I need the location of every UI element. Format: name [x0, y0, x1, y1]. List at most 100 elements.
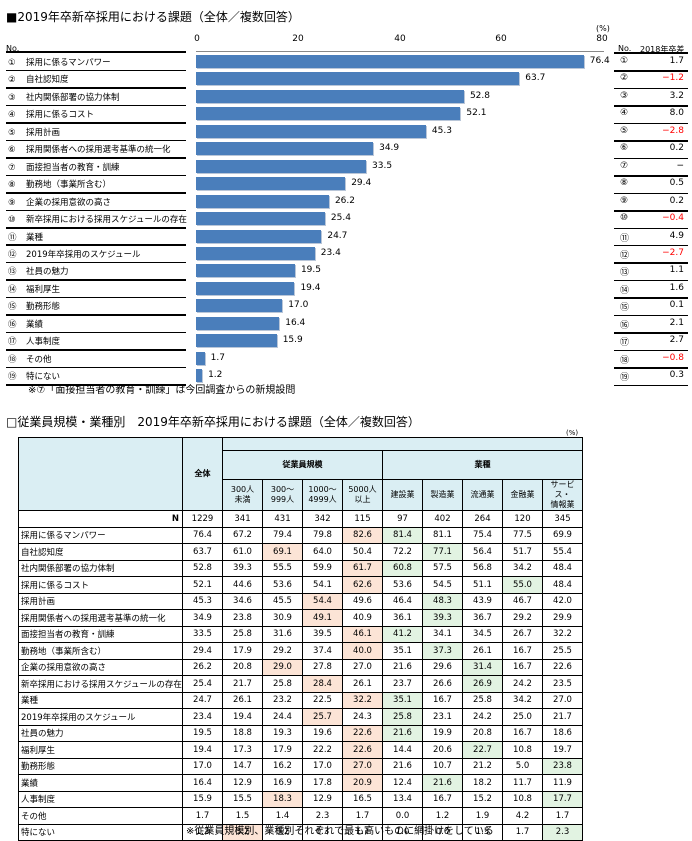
cell-value: 26.1	[462, 642, 503, 660]
row-text: 社内関係部署の協力体制	[26, 92, 120, 103]
n-value: 341	[222, 510, 263, 528]
row-rule	[6, 192, 186, 194]
row-rule	[6, 209, 186, 212]
row-rule	[6, 296, 186, 299]
x-tick: 0	[194, 34, 200, 44]
row-number: ⑤	[8, 127, 16, 138]
cell-value: 53.6	[382, 576, 423, 594]
header-band	[222, 437, 583, 451]
cell-value: 56.8	[462, 559, 503, 577]
table-row: 自社認知度 63.7 61.0 69.1 64.0 50.4 72.2 77.1 56.4 51.…	[18, 543, 583, 561]
row-number: ⑫	[8, 249, 17, 260]
sub-header: 300人 未満	[222, 479, 263, 511]
diff-header-rule	[614, 52, 688, 54]
sub-header: 300〜 999人	[262, 479, 303, 511]
bar-value: 15.9	[282, 335, 303, 346]
row-text: 採用に係るマンパワー	[26, 58, 111, 68]
row-text: 2019年卒採用のスケジュール	[26, 249, 141, 260]
row-text: 勤務形態	[26, 302, 61, 313]
table-row: 2019年卒採用のスケジュール 23.4 19.4 24.4 25.7 24.3 25.8 2…	[18, 708, 583, 726]
cell-value: 25.4	[182, 675, 223, 693]
row-label: ⑩ 新卒採用における採用スケジュールの存在	[8, 213, 188, 225]
cell-value: 20.9	[342, 774, 383, 792]
x-tick: 60	[495, 34, 507, 44]
row-label: ⑲ 特にない	[8, 370, 188, 382]
row-rule	[6, 279, 186, 281]
diff-value: 0.1	[669, 300, 684, 311]
n-value: 115	[342, 510, 383, 528]
header-total: 全体	[182, 437, 223, 511]
cell-value: 77.1	[422, 543, 463, 561]
cell-value: 24.7	[182, 691, 223, 709]
cell-value: 51.7	[502, 543, 543, 561]
cell-value: 77.5	[502, 526, 543, 544]
row-rule	[6, 174, 186, 177]
cell-value: 46.4	[382, 592, 423, 610]
sub-header: 建設業	[382, 479, 423, 511]
cell-value: 18.2	[462, 774, 503, 792]
row-rule	[6, 314, 186, 316]
table-row: 勤務地（事業所含む） 29.4 17.9 29.2 37.4 40.0 35.1 37.3 26…	[18, 642, 583, 660]
bar-value: 1.7	[210, 352, 225, 363]
bar	[196, 159, 366, 173]
cell-value: 61.0	[222, 543, 263, 561]
row-text: 面接担当者の教育・訓練	[26, 162, 120, 173]
cell-value: 55.0	[502, 576, 543, 594]
cell-value: 57.5	[422, 559, 463, 577]
table-row: 人事制度 15.9 15.5 18.3 12.9 16.5 13.4 16.7 15.2 10.8…	[18, 790, 583, 808]
bar-value: 19.5	[300, 265, 321, 276]
cell-value: 27.8	[302, 658, 343, 676]
cell-value: 15.9	[182, 790, 223, 808]
diff-row-number: ⑪	[620, 233, 630, 244]
row-rule	[6, 261, 186, 264]
cell-value: 30.9	[262, 609, 303, 627]
cell-value: 17.8	[302, 774, 343, 792]
table-row: 勤務形態 17.0 14.7 16.2 17.0 27.0 21.6 10.7 21.2 5.0 2…	[18, 757, 583, 775]
cell-value: 22.2	[302, 741, 343, 759]
cell-value: 35.1	[382, 642, 423, 660]
diff-no-header: No.	[618, 44, 632, 53]
cell-value: 55.4	[542, 543, 583, 561]
cell-value: 50.4	[342, 543, 383, 561]
row-rule	[6, 69, 186, 72]
cell-value: 21.6	[422, 774, 463, 792]
diff-value: 2.1	[669, 317, 684, 328]
cell-value: 12.9	[302, 790, 343, 808]
cell-value: 48.3	[422, 592, 463, 610]
row-text: 業績	[26, 319, 44, 330]
table-row: 社員の魅力 19.5 18.8 19.3 19.6 22.6 21.6 19.9 20.8 16.…	[18, 724, 583, 742]
header-group-industry: 業種	[382, 450, 583, 480]
row-text: 企業の採用意欲の高さ	[26, 197, 112, 208]
cell-value: 32.2	[342, 691, 383, 709]
bar-value: 26.2	[334, 195, 355, 206]
cell-value: 26.6	[422, 675, 463, 693]
row-rule	[6, 349, 186, 351]
diff-rule	[614, 262, 688, 264]
bar	[196, 142, 374, 156]
cell-value: 48.4	[542, 576, 583, 594]
cell-value: 26.7	[502, 625, 543, 643]
table-row: 採用に係るマンパワー 76.4 67.2 79.4 79.8 82.6 81.4 81.1 75…	[18, 526, 583, 544]
bar-value: 29.4	[351, 178, 372, 189]
cell-value: 63.7	[182, 543, 223, 561]
cell-value: 16.9	[262, 774, 303, 792]
cell-value: 51.1	[462, 576, 503, 594]
cell-value: 29.2	[502, 609, 543, 627]
row-label: 人事制度	[18, 790, 183, 808]
diff-value: −2.7	[662, 247, 684, 258]
bar	[196, 316, 280, 330]
cell-value: 16.4	[182, 774, 223, 792]
bottom-table-title: □従業員規模・業種別 2019年卒新卒採用における課題（全体／複数回答）	[6, 415, 420, 429]
row-label: 社員の魅力	[18, 724, 183, 742]
row-text: 福利厚生	[26, 284, 61, 295]
x-tick: 40	[394, 34, 406, 44]
cell-value: 67.2	[222, 526, 263, 544]
row-label: ⑮ 勤務形態	[8, 300, 188, 312]
row-label: ⑤ 採用計画	[8, 126, 188, 138]
diff-row-number: ④	[620, 108, 629, 119]
diff-value: 0.2	[669, 195, 684, 206]
cell-value: 10.7	[422, 757, 463, 775]
bar-value: 23.4	[320, 247, 341, 258]
cell-value: 56.4	[462, 543, 503, 561]
cell-value: 31.4	[462, 658, 503, 676]
